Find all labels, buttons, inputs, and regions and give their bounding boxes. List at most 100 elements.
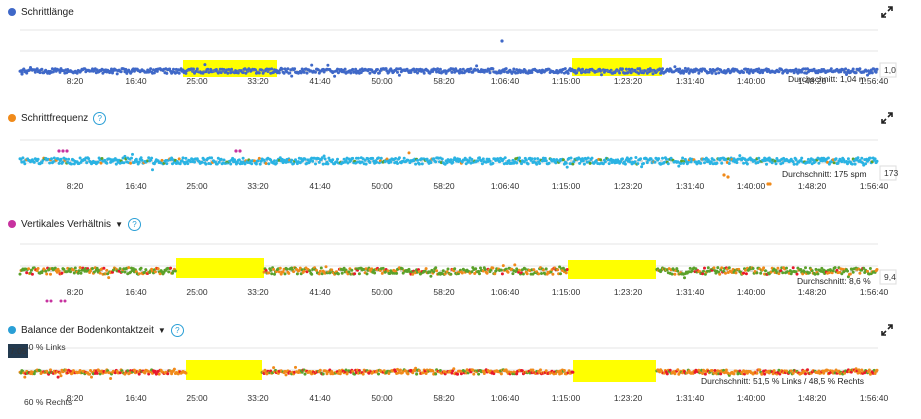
data-point [777,70,781,74]
data-point [303,157,307,161]
data-point [826,156,830,160]
data-point [25,71,29,75]
expand-icon[interactable] [881,6,893,18]
data-point [96,160,100,164]
data-point [485,271,489,275]
chart-title-row: Vertikales Verhältnis ▼ ? [8,216,141,232]
x-tick-label: 41:40 [309,181,331,191]
data-point [530,71,534,74]
data-point [302,70,306,74]
data-point [467,159,471,163]
average-label: Durchschnitt: 1,04 m [788,74,866,84]
data-point [792,71,796,75]
data-point [434,160,438,164]
data-point [59,299,63,303]
data-point [483,268,487,271]
chart-title: Schrittlänge [21,6,74,18]
data-point [512,67,516,71]
data-point [361,372,365,376]
data-point [857,368,861,372]
series-dot-icon [8,220,16,228]
data-point [147,156,151,160]
data-point [428,270,432,274]
data-point [72,162,76,166]
data-point [78,266,82,270]
data-point [569,156,573,160]
data-point [353,272,357,276]
data-point [386,269,390,273]
data-point [153,270,157,274]
data-point [875,268,879,271]
data-point [524,158,528,162]
data-point [30,272,34,276]
x-tick-label: 50:00 [371,76,393,86]
help-icon[interactable]: ? [93,111,107,125]
data-point [681,156,685,160]
data-point [318,269,322,273]
x-tick-label: 50:00 [371,181,393,191]
data-point [846,162,849,166]
expand-icon[interactable] [881,112,893,124]
data-point [328,271,332,275]
data-point [263,368,267,372]
data-point [168,67,172,71]
data-point [389,160,393,164]
caret-down-icon[interactable]: ▼ [157,325,166,335]
data-point [229,162,233,166]
x-tick-label: 16:40 [125,393,147,403]
expand-icon[interactable] [881,324,893,336]
help-icon[interactable]: ? [127,217,141,231]
data-point [473,272,477,275]
data-point [414,162,418,166]
x-tick-label: 58:20 [433,181,455,191]
data-point [658,67,662,71]
data-point [336,272,340,276]
data-point [719,372,723,376]
data-point [781,161,785,165]
help-icon[interactable]: ? [170,323,184,337]
data-point [350,268,354,272]
data-point [794,158,798,161]
data-point [440,157,444,161]
data-point [633,160,637,164]
data-point [156,267,160,271]
data-point [78,156,82,160]
data-point [202,158,206,162]
x-tick-label: 50:00 [371,287,393,297]
data-point [109,377,113,380]
data-point [170,156,174,160]
data-point [535,162,539,166]
edge-value-box [879,165,897,181]
data-point [264,268,268,272]
data-point [875,67,879,71]
data-point [269,158,273,162]
caret-down-icon[interactable]: ▼ [115,219,123,229]
data-point [236,71,240,75]
data-point [102,266,106,270]
data-point [565,268,569,271]
data-point [832,161,836,165]
data-point [665,372,669,376]
data-point [272,267,276,271]
data-point [761,71,765,75]
highlight-box [176,258,264,278]
data-point [491,161,495,165]
data-point [100,157,104,160]
data-point [703,161,706,165]
data-point [129,161,133,165]
data-point [621,67,624,71]
data-point [272,366,276,370]
data-point [858,67,862,71]
data-point [446,267,450,271]
data-point [800,371,804,375]
data-point [474,267,478,271]
data-point [368,71,372,75]
data-point [791,371,795,375]
data-point [429,161,433,165]
data-point [152,71,156,75]
data-point [58,371,62,375]
data-point [434,266,438,270]
data-point [64,368,68,372]
data-point [639,157,643,161]
data-point [114,162,118,166]
